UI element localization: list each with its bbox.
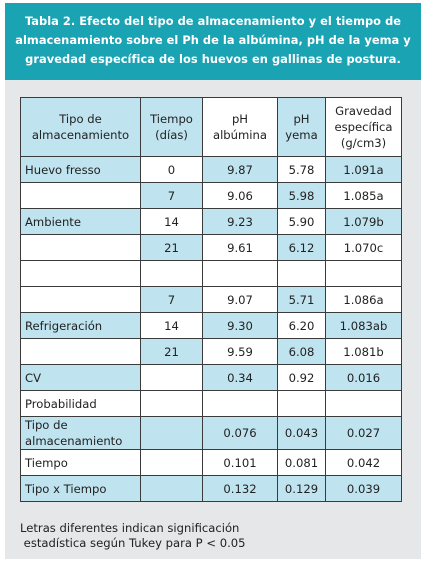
table-cell xyxy=(325,260,402,287)
table-cell xyxy=(20,182,141,209)
table-cell: 0.92 xyxy=(277,364,326,391)
table-cell: 5.71 xyxy=(277,286,326,313)
table-cell xyxy=(20,338,141,365)
table-cell: 21 xyxy=(140,338,203,365)
table-cell: 1.081b xyxy=(325,338,402,365)
table-cell: 7 xyxy=(140,182,203,209)
table-footnote: Letras diferentes indican significación … xyxy=(20,521,400,551)
table-cell: 0.039 xyxy=(325,475,402,502)
table-row xyxy=(20,260,402,287)
column-header-ph-yolk: pH yema xyxy=(277,97,326,157)
table-cell: 1.091a xyxy=(325,156,402,183)
table-cell: 0.076 xyxy=(202,416,278,450)
table-cell: 9.87 xyxy=(202,156,278,183)
table-cell: 9.59 xyxy=(202,338,278,365)
table-row: 7 9.07 5.71 1.086a xyxy=(20,286,402,313)
table-cell: 9.23 xyxy=(202,208,278,235)
data-table: Tipo de almacenamiento Tiempo (días) pH … xyxy=(20,97,402,502)
table-cell: 7 xyxy=(140,286,203,313)
table-cell: 5.98 xyxy=(277,182,326,209)
table-cell: Huevo fresso xyxy=(20,156,141,183)
footnote-line: estadística según Tukey para P < 0.05 xyxy=(20,536,246,550)
table-header-banner: Tabla 2. Efecto del tipo de almacenamien… xyxy=(5,3,421,80)
table-cell: 1.085a xyxy=(325,182,402,209)
table-cell: 0.129 xyxy=(277,475,326,502)
table-cell: Tipo x Tiempo xyxy=(20,475,141,502)
table-cell xyxy=(140,416,203,450)
table-cell xyxy=(140,390,203,417)
table-cell: 9.06 xyxy=(202,182,278,209)
column-header-specific-gravity: Gravedad específica (g/cm3) xyxy=(325,97,402,157)
table-cell: 6.08 xyxy=(277,338,326,365)
table-cell: 14 xyxy=(140,312,203,339)
table-cell: 0.042 xyxy=(325,449,402,476)
table-cell: 9.30 xyxy=(202,312,278,339)
table-cell xyxy=(20,286,141,313)
table-cell: 0.34 xyxy=(202,364,278,391)
table-title-line: Tabla 2. Efecto del tipo de almacenamien… xyxy=(24,14,402,28)
table-cell xyxy=(20,234,141,261)
table-cell: 1.070c xyxy=(325,234,402,261)
table-cell xyxy=(277,390,326,417)
table-cell: 5.90 xyxy=(277,208,326,235)
table-cell xyxy=(140,475,203,502)
table-cell: 1.086a xyxy=(325,286,402,313)
column-header-storage-type: Tipo de almacenamiento xyxy=(20,97,141,157)
table-cell: Tipo de almacenamiento xyxy=(20,416,141,450)
table-row: 21 9.61 6.12 1.070c xyxy=(20,234,402,261)
table-cell: 9.07 xyxy=(202,286,278,313)
table-row: Tipo x Tiempo 0.132 0.129 0.039 xyxy=(20,475,402,502)
table-cell xyxy=(20,260,141,287)
table-row: Huevo fresso 0 9.87 5.78 1.091a xyxy=(20,156,402,183)
table-cell xyxy=(202,260,278,287)
table-cell: 0.027 xyxy=(325,416,402,450)
table-cell: 21 xyxy=(140,234,203,261)
table-cell xyxy=(277,260,326,287)
table-cell xyxy=(140,449,203,476)
table-cell: 6.12 xyxy=(277,234,326,261)
table-cell xyxy=(202,390,278,417)
table-cell: Tiempo xyxy=(20,449,141,476)
table-cell: Ambiente xyxy=(20,208,141,235)
table-cell: 0.043 xyxy=(277,416,326,450)
table-row: Tipo de almacenamiento 0.076 0.043 0.027 xyxy=(20,416,402,450)
table-row: CV 0.34 0.92 0.016 xyxy=(20,364,402,391)
table-cell: 14 xyxy=(140,208,203,235)
table-row: Ambiente 14 9.23 5.90 1.079b xyxy=(20,208,402,235)
table-cell: Refrigeración xyxy=(20,312,141,339)
table-cell: 0.016 xyxy=(325,364,402,391)
table-title-line: almacenamiento sobre el Ph de la albúmin… xyxy=(15,33,411,47)
table-row: 21 9.59 6.08 1.081b xyxy=(20,338,402,365)
table-row: Tiempo 0.101 0.081 0.042 xyxy=(20,449,402,476)
table-cell xyxy=(140,364,203,391)
table-cell xyxy=(325,390,402,417)
table-cell: CV xyxy=(20,364,141,391)
table-title: Tabla 2. Efecto del tipo de almacenamien… xyxy=(13,12,413,69)
table-cell: 0 xyxy=(140,156,203,183)
table-title-line: gravedad específica de los huevos en gal… xyxy=(25,52,401,66)
table-cell: 0.101 xyxy=(202,449,278,476)
column-header-time: Tiempo (días) xyxy=(140,97,203,157)
table-cell: 5.78 xyxy=(277,156,326,183)
table-header-row: Tipo de almacenamiento Tiempo (días) pH … xyxy=(20,97,402,157)
table-cell: 9.61 xyxy=(202,234,278,261)
table-cell: 6.20 xyxy=(277,312,326,339)
table-cell: 0.132 xyxy=(202,475,278,502)
footnote-line: Letras diferentes indican significación xyxy=(20,521,240,535)
table-cell xyxy=(140,260,203,287)
table-cell: 0.081 xyxy=(277,449,326,476)
table-row: Refrigeración 14 9.30 6.20 1.083ab xyxy=(20,312,402,339)
table-cell: 1.079b xyxy=(325,208,402,235)
table-cell: Probabilidad xyxy=(20,390,141,417)
table-row: Probabilidad xyxy=(20,390,402,417)
column-header-ph-albumin: pH albúmina xyxy=(202,97,278,157)
table-cell: 1.083ab xyxy=(325,312,402,339)
table-row: 7 9.06 5.98 1.085a xyxy=(20,182,402,209)
